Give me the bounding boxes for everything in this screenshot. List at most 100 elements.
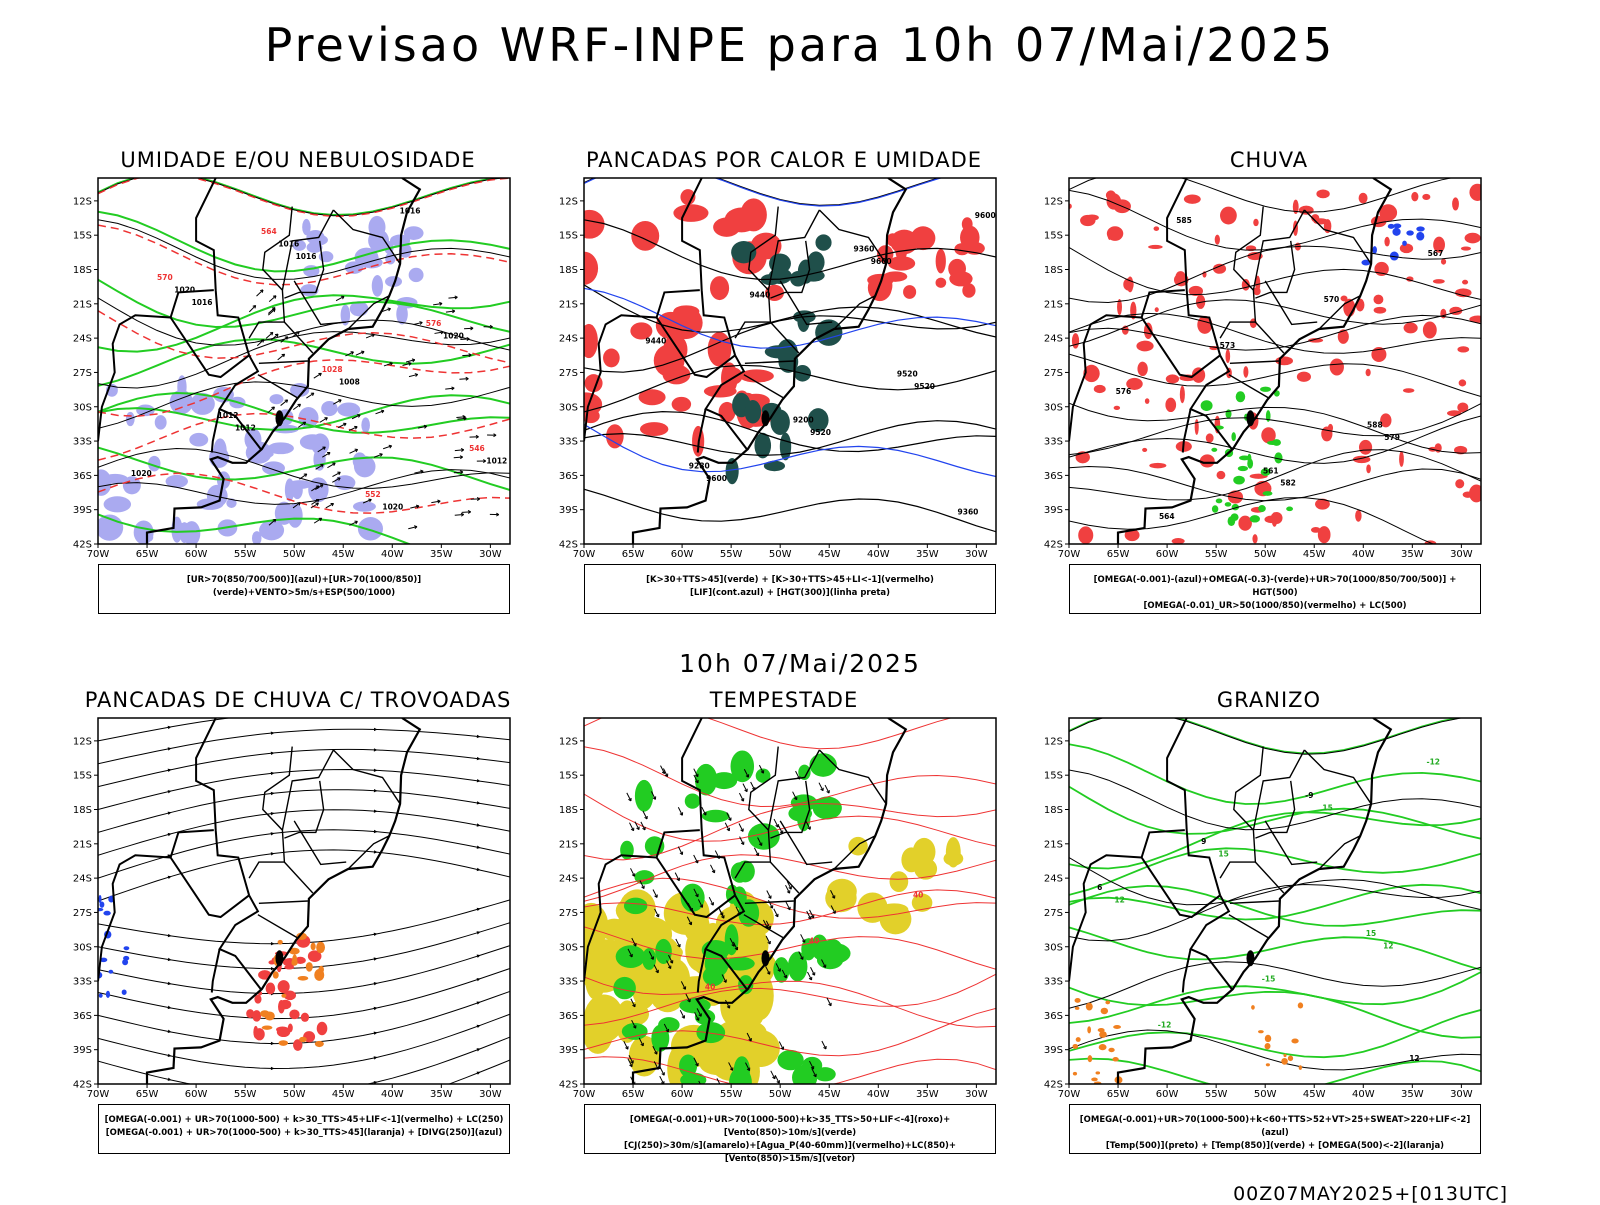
omega500-orange-patch [1091,1078,1098,1082]
rain-red-patch [1148,245,1163,249]
rain-red-patch [1149,463,1166,469]
storm-orange-patch [279,1040,289,1046]
contour-label: 546 [469,444,485,453]
contour-label: 1028 [322,365,343,374]
storm-orange-patch [262,1025,273,1029]
lon-tick-label: 30W [479,549,502,560]
wind-arrowhead [700,1086,703,1089]
lon-tick-label: 50W [283,1089,306,1100]
lat-tick-label: 18S [1044,805,1063,816]
rain-red-patch [1184,195,1201,204]
rain-red-patch [1457,346,1469,352]
lat-tick-label: 36S [73,471,92,482]
divergence-blue-patch [122,989,127,995]
lon-tick-label: 45W [332,1089,355,1100]
lon-tick-label: 65W [136,549,159,560]
rain-red-patch [1243,366,1248,378]
lon-tick-label: 55W [234,1089,257,1100]
convection-darkgreen-patch [731,241,756,263]
contour-label: -9 [1305,791,1313,800]
rain-red-patch [1114,406,1120,410]
divergence-blue-patch [100,901,105,907]
rain-red-patch [1433,279,1445,284]
lagoon [275,950,283,966]
rain-red-patch [1252,534,1257,543]
contour-label: 552 [365,490,381,499]
lon-tick-label: 30W [965,1089,988,1100]
lat-tick-label: 18S [73,265,92,276]
contour-label: 9440 [749,290,770,299]
rain-green-patch [1211,448,1217,452]
lat-tick-label: 18S [73,805,92,816]
contour-label: 1012 [218,411,239,420]
lat-tick-label: 27S [1044,368,1063,379]
contour-label: 1020 [382,503,403,512]
lat-tick-label: 24S [559,334,578,345]
humidity-blue-patch [91,469,112,496]
wind850-green-patch [624,898,647,915]
convection-darkgreen-patch [815,234,831,250]
omega500-orange-patch [1112,1057,1118,1061]
rain-red-patch [1272,512,1278,527]
contour-label: 570 [1324,295,1340,304]
rain-red-patch [1094,385,1106,393]
contour-label: 15 [1218,849,1228,858]
lon-tick-label: 60W [1156,1089,1179,1100]
omega500-orange-patch [1099,1044,1107,1050]
lat-tick-label: 33S [1044,977,1063,988]
convection-red-patch [640,422,668,436]
lat-tick-label: 30S [1044,402,1063,413]
convection-red-patch [936,249,946,274]
contour-label: 15 [1366,929,1376,938]
lat-tick-label: 39S [1044,1045,1063,1056]
convection-red-patch [903,285,916,299]
contour-label: 12 [1114,895,1124,904]
lat-tick-label: 33S [1044,437,1063,448]
contour-label: 1012 [235,423,256,432]
contour-label: 1008 [339,377,360,386]
rain-red-patch [1441,259,1446,265]
convection-red-patch [669,307,703,340]
storm-red-patch [266,982,276,994]
lon-tick-label: 60W [1156,549,1179,560]
contour-label: 15 [1322,804,1332,813]
omega500-orange-patch [1096,1071,1101,1074]
omega500-orange-patch [1076,1037,1081,1042]
legend-line: [OMEGA(-0.001)+UR>70(1000-500)+k>35_TTS>… [585,1114,995,1140]
contour-label: 570 [157,273,173,282]
contour-label: 12 [1383,941,1393,950]
weather-map: 58558257957657357056756456158812S15S18S2… [1019,148,1519,608]
rain-green-patch [1231,432,1236,441]
wind850-green-patch [696,1022,725,1043]
rain-red-patch [1136,341,1153,352]
rain-blue-patch [1393,223,1401,228]
lat-tick-label: 33S [73,977,92,988]
rain-red-patch [1154,226,1160,231]
lon-tick-label: 70W [1058,549,1081,560]
lon-tick-label: 50W [1254,1089,1277,1100]
jet-yellow-patch [586,1018,607,1038]
contour-label: 1016 [296,252,317,261]
streamline-arrowhead [271,1092,275,1095]
storm-orange-patch [298,976,309,981]
rain-green-patch [1225,502,1232,506]
humidity-blue-patch [155,415,167,430]
wind850-green-patch [685,793,700,808]
omega500-orange-patch [1075,998,1081,1003]
lat-tick-label: 15S [559,231,578,242]
wind850-green-patch [616,945,646,968]
rain-red-patch [1137,362,1147,376]
lon-tick-label: 70W [573,549,596,560]
rain-red-patch [1297,372,1311,382]
humidity-blue-patch [409,268,424,282]
rain-red-patch [1195,419,1199,435]
omega500-orange-patch [1265,1035,1271,1042]
rain-blue-patch [1402,241,1407,246]
lat-tick-label: 21S [1044,299,1063,310]
forecast-time-label: 10h 07/Mai/2025 [0,649,1600,678]
rain-red-patch [1142,448,1147,452]
main-title: Previsao WRF-INPE para 10h 07/Mai/2025 [0,18,1600,72]
lat-tick-label: 30S [1044,942,1063,953]
